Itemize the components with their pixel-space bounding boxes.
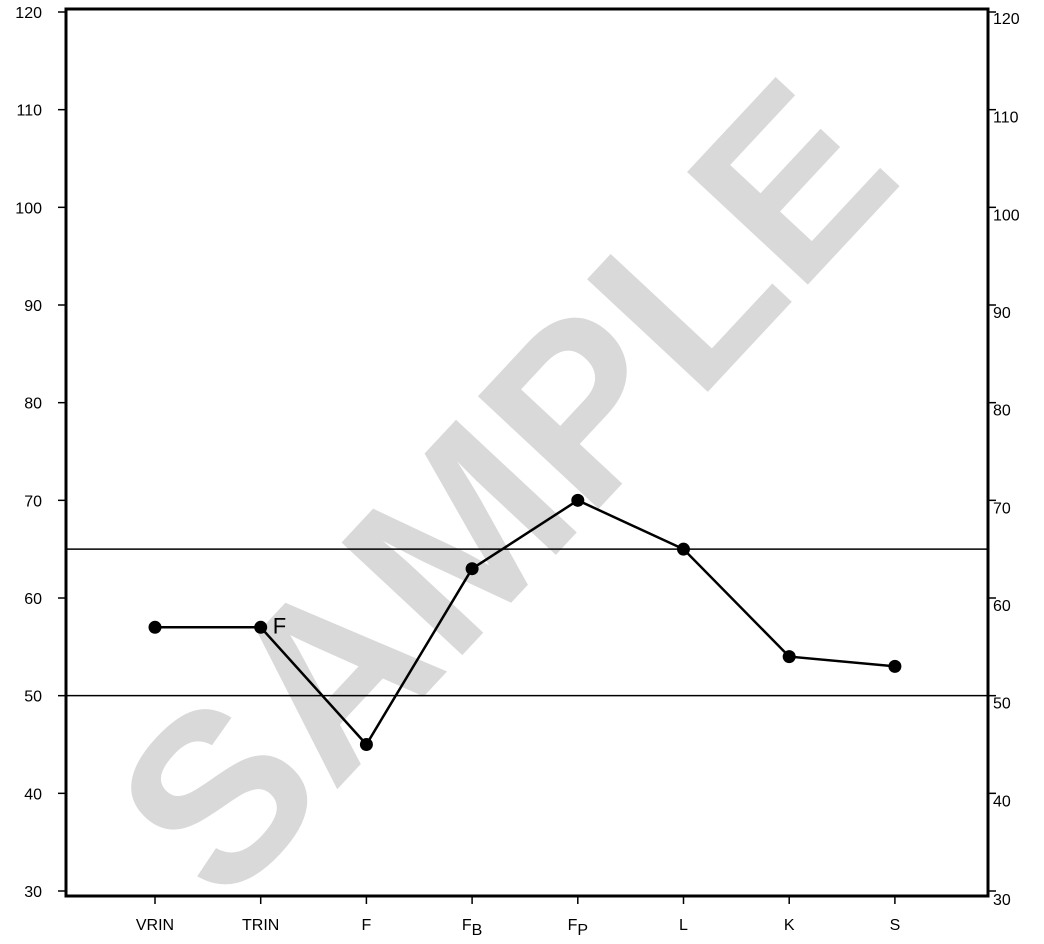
right-y-tick-label: 120 — [993, 11, 1020, 28]
x-tick-label: TRIN — [242, 917, 279, 934]
x-tick-label: FB — [462, 917, 482, 939]
series-line — [155, 498, 896, 747]
left-y-axis: 30 40 50 60 70 80 90 100 110 120 — [15, 5, 66, 901]
left-y-tick-label: 60 — [24, 591, 42, 608]
data-point — [571, 493, 585, 507]
right-y-axis: 30 40 50 60 70 80 90 100 110 120 — [988, 11, 1020, 909]
x-tick-label: F — [362, 917, 372, 934]
data-point — [465, 562, 479, 576]
left-y-tick-label: 70 — [24, 493, 42, 510]
right-y-tick-label: 100 — [993, 207, 1020, 224]
x-tick-label: S — [890, 917, 901, 934]
plot-frame — [64, 7, 990, 898]
data-point — [254, 620, 268, 634]
left-y-tick-label: 30 — [24, 884, 42, 901]
right-y-tick-label: 60 — [993, 598, 1011, 615]
x-axis: VRIN TRIN F FB FP L K S — [136, 896, 900, 939]
left-y-tick-label: 40 — [24, 786, 42, 803]
data-point — [782, 650, 796, 664]
left-y-tick-label: 50 — [24, 689, 42, 706]
right-y-tick-label: 50 — [993, 696, 1011, 713]
left-y-tick-label: 100 — [15, 200, 42, 217]
right-y-tick-label: 90 — [993, 305, 1011, 322]
right-y-tick-label: 80 — [993, 403, 1011, 420]
series-group — [148, 493, 902, 751]
data-point — [359, 738, 373, 751]
annotations: F — [273, 613, 286, 638]
point-annotation: F — [273, 613, 286, 638]
left-y-tick-label: 120 — [15, 5, 42, 22]
x-tick-label: L — [679, 917, 688, 934]
left-y-tick-label: 110 — [16, 103, 42, 120]
data-point — [888, 659, 902, 673]
right-y-tick-label: 70 — [993, 500, 1011, 517]
reference-lines — [66, 548, 988, 697]
x-tick-label: K — [784, 917, 795, 934]
x-tick-label: FP — [568, 917, 588, 939]
right-y-tick-label: 30 — [993, 892, 1011, 909]
right-y-tick-label: 40 — [993, 793, 1011, 810]
left-y-tick-label: 80 — [24, 396, 42, 413]
data-point — [677, 542, 690, 556]
x-tick-label: VRIN — [136, 917, 174, 934]
data-point — [148, 620, 162, 634]
watermark: SAMPLE — [65, 31, 943, 939]
left-y-tick-label: 90 — [24, 298, 42, 315]
right-y-tick-label: 110 — [993, 110, 1019, 127]
